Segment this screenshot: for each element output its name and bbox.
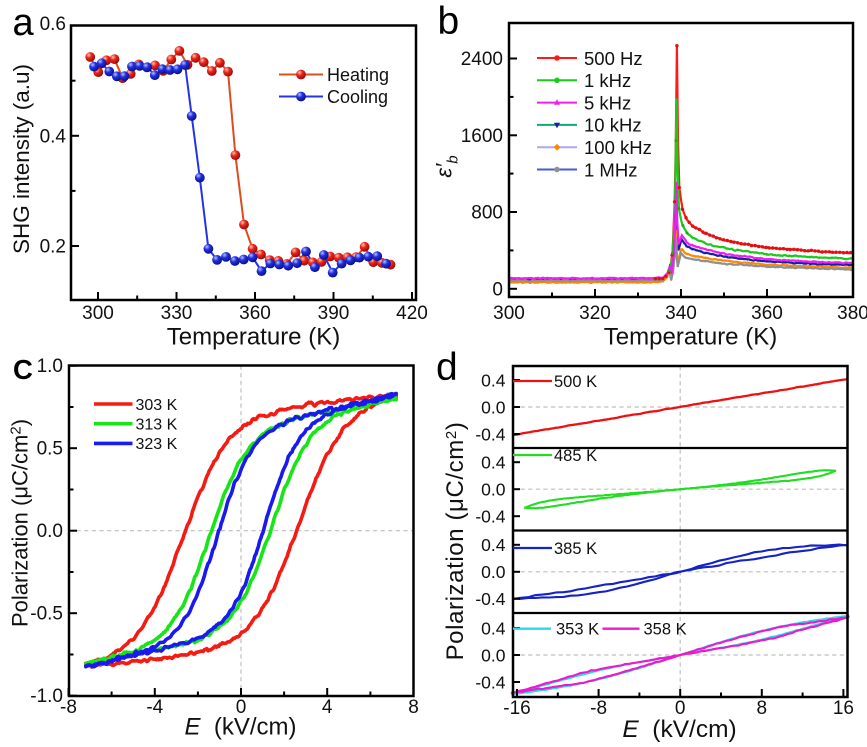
svg-text:358 K: 358 K — [644, 621, 687, 639]
svg-text:0.0: 0.0 — [481, 645, 506, 665]
svg-text:0: 0 — [492, 279, 503, 300]
svg-text:-4: -4 — [146, 697, 163, 718]
svg-text:4: 4 — [322, 697, 333, 718]
svg-text:1 kHz: 1 kHz — [584, 70, 631, 91]
svg-text:303 K: 303 K — [136, 397, 178, 414]
svg-text:1600: 1600 — [461, 126, 503, 147]
svg-text:8: 8 — [408, 697, 419, 718]
svg-text:353 K: 353 K — [556, 621, 599, 639]
svg-text:-0.4: -0.4 — [475, 589, 505, 609]
svg-text:800: 800 — [471, 203, 503, 224]
svg-text:Polarization (μC/cm2): Polarization (μC/cm2) — [442, 422, 469, 661]
svg-text:0.0: 0.0 — [481, 562, 506, 582]
svg-text:323 K: 323 K — [136, 436, 178, 453]
svg-text:485 K: 485 K — [554, 447, 597, 465]
svg-text:Cooling: Cooling — [327, 87, 388, 107]
svg-text:100 kHz: 100 kHz — [584, 137, 652, 158]
svg-text:1 MHz: 1 MHz — [584, 159, 637, 180]
svg-text:0.6: 0.6 — [40, 14, 66, 35]
svg-text:0.0: 0.0 — [481, 397, 506, 417]
svg-text:d: d — [436, 346, 458, 389]
svg-text:10 kHz: 10 kHz — [584, 115, 642, 136]
svg-text:-0.4: -0.4 — [475, 507, 505, 527]
svg-text:330: 330 — [161, 303, 193, 324]
svg-text:2400: 2400 — [461, 49, 503, 70]
svg-text:0: 0 — [236, 697, 247, 718]
svg-text:0.4: 0.4 — [481, 453, 506, 473]
svg-text:-0.5: -0.5 — [30, 604, 63, 625]
svg-text:360: 360 — [751, 303, 783, 324]
svg-text:500 K: 500 K — [554, 373, 597, 391]
svg-text:1.0: 1.0 — [37, 356, 63, 377]
svg-text:-8: -8 — [60, 697, 77, 718]
svg-text:320: 320 — [579, 303, 611, 324]
svg-text:-1.0: -1.0 — [30, 686, 63, 707]
svg-text:0.0: 0.0 — [37, 521, 63, 542]
svg-text:0.4: 0.4 — [481, 535, 506, 555]
svg-text:380: 380 — [837, 303, 867, 324]
svg-text:b: b — [438, 0, 460, 43]
svg-text:385 K: 385 K — [554, 540, 597, 558]
svg-text:Temperature (K): Temperature (K) — [167, 324, 340, 351]
svg-text:8: 8 — [757, 698, 768, 719]
svg-text:300: 300 — [493, 303, 525, 324]
svg-text:390: 390 — [318, 303, 350, 324]
svg-text:Heating: Heating — [327, 65, 389, 85]
svg-text:420: 420 — [396, 303, 428, 324]
svg-text:5 kHz: 5 kHz — [584, 92, 631, 113]
svg-text:313 K: 313 K — [136, 417, 178, 434]
svg-text:-0.4: -0.4 — [475, 672, 505, 692]
svg-text:-16: -16 — [503, 698, 530, 719]
svg-text:0.5: 0.5 — [37, 439, 63, 460]
svg-text:Polarization (μC/cm2): Polarization (μC/cm2) — [8, 419, 33, 627]
svg-text:a: a — [13, 2, 35, 44]
svg-text:-0.4: -0.4 — [475, 424, 505, 444]
svg-text:0.2: 0.2 — [40, 237, 66, 258]
svg-text:C: C — [13, 354, 33, 385]
svg-text:16: 16 — [833, 698, 854, 719]
svg-text:300: 300 — [82, 303, 114, 324]
svg-text:E (kV/cm): E (kV/cm) — [622, 716, 736, 743]
svg-text:E (kV/cm): E (kV/cm) — [184, 714, 296, 741]
svg-text:SHG intensity (a.u): SHG intensity (a.u) — [9, 64, 34, 254]
svg-text:0.4: 0.4 — [481, 618, 506, 638]
svg-text:360: 360 — [239, 303, 271, 324]
svg-text:0.4: 0.4 — [481, 370, 506, 390]
svg-text:-8: -8 — [590, 698, 607, 719]
svg-text:0.4: 0.4 — [40, 126, 67, 147]
svg-text:Temperature (K): Temperature (K) — [604, 324, 777, 351]
svg-text:340: 340 — [665, 303, 697, 324]
svg-text:0: 0 — [675, 698, 686, 719]
svg-text:0.0: 0.0 — [481, 480, 506, 500]
svg-text:500 Hz: 500 Hz — [584, 48, 643, 69]
